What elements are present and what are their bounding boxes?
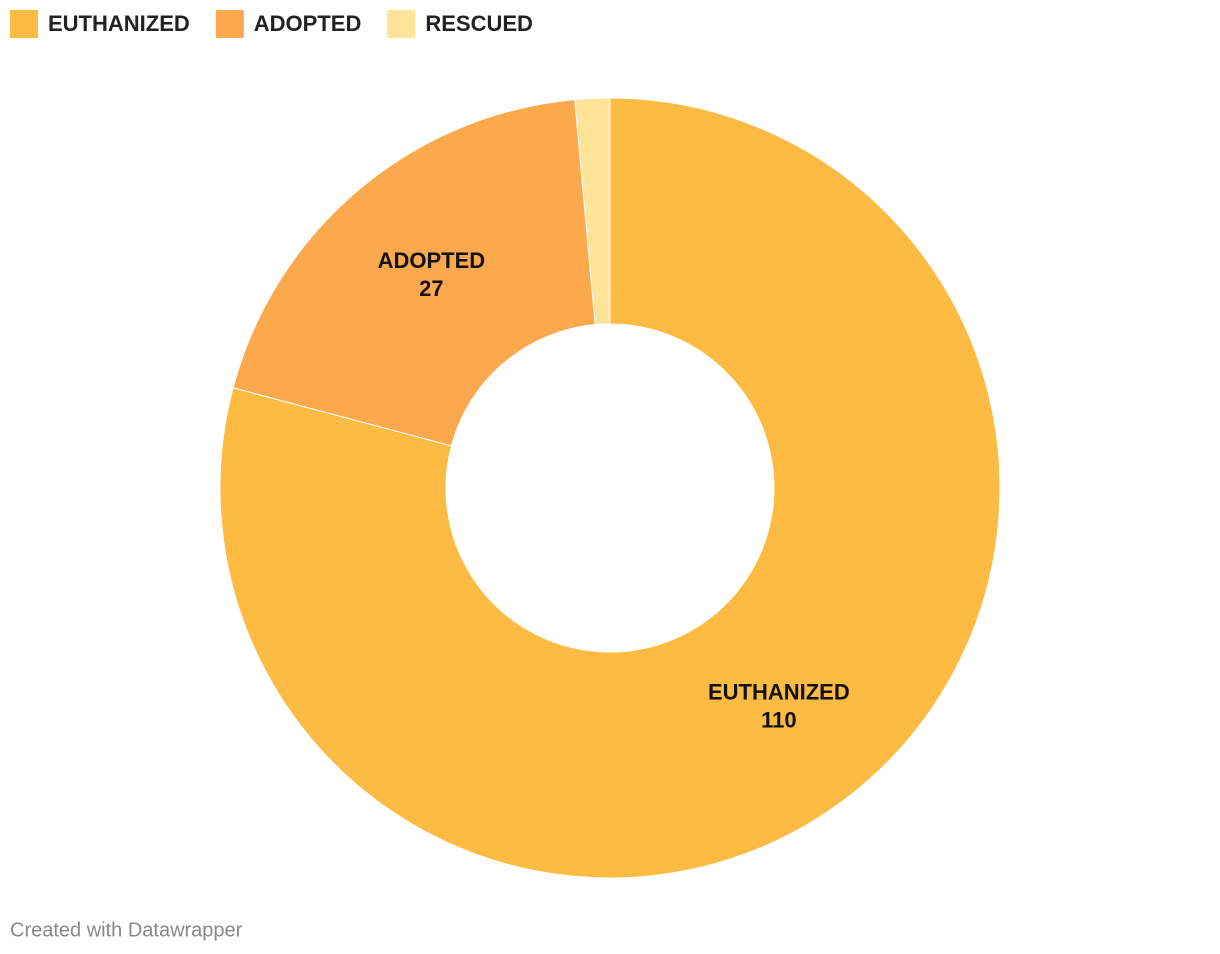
- slice-value: 27: [419, 276, 443, 301]
- legend-label: RESCUED: [425, 11, 533, 36]
- legend-label: EUTHANIZED: [48, 11, 190, 36]
- legend-swatch: [215, 10, 244, 38]
- donut: [219, 97, 1001, 879]
- slice: [219, 97, 1001, 879]
- slice-label: EUTHANIZED: [708, 679, 850, 704]
- slice: [232, 99, 596, 447]
- slice: [574, 97, 611, 326]
- slice-labels: EUTHANIZED 110 ADOPTED 27: [378, 248, 850, 732]
- legend-swatch: [387, 10, 416, 38]
- legend-swatch: [10, 10, 38, 38]
- legend: EUTHANIZED ADOPTED RESCUED: [10, 10, 533, 38]
- slice-label: ADOPTED: [378, 248, 486, 273]
- credit: Created with Datawrapper: [10, 919, 243, 941]
- legend-label: ADOPTED: [254, 11, 362, 36]
- slice-value: 110: [761, 707, 797, 732]
